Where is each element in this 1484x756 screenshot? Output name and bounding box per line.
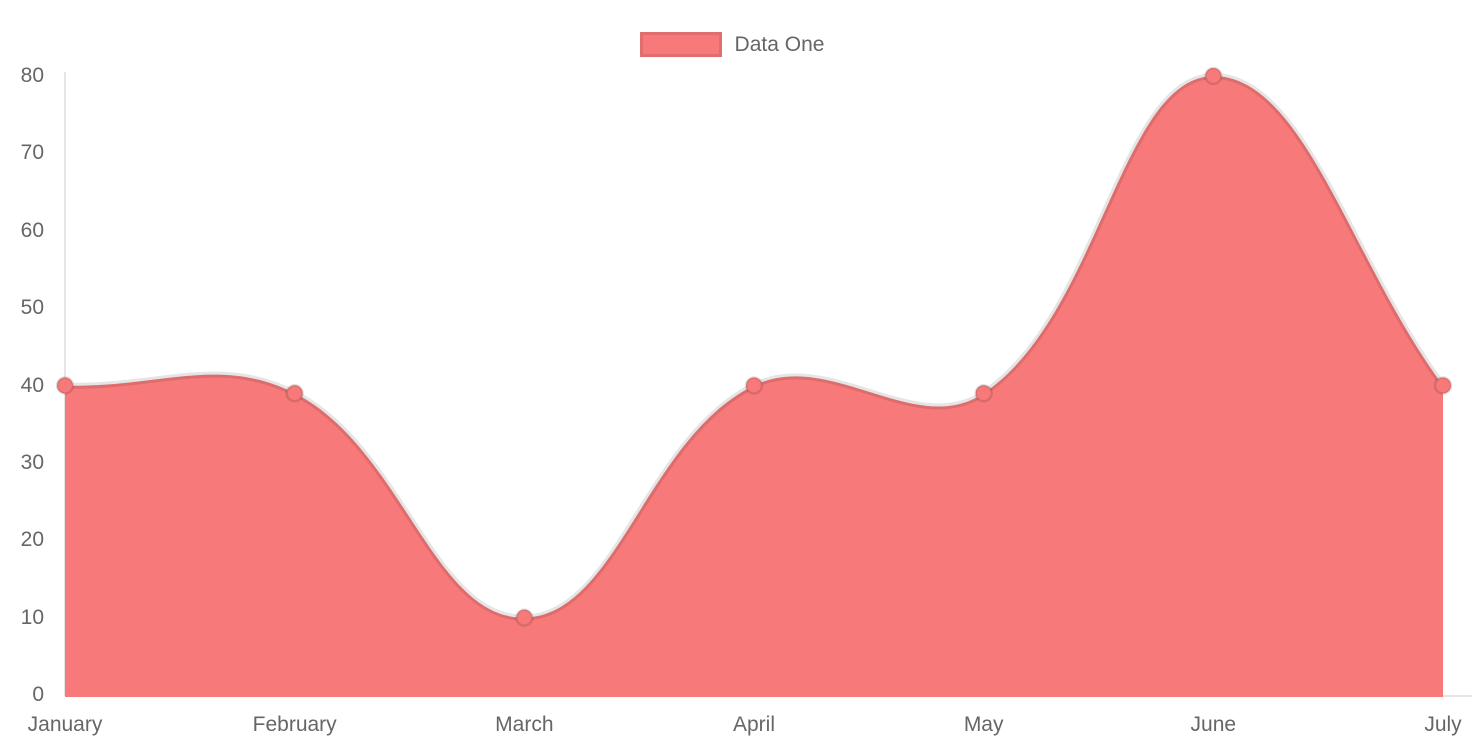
y-tick-label: 0 bbox=[32, 683, 44, 706]
data-point-march[interactable] bbox=[515, 608, 534, 627]
legend-label: Data One bbox=[734, 32, 825, 56]
y-tick-label: 80 bbox=[20, 64, 44, 87]
data-point-january[interactable] bbox=[55, 376, 75, 395]
data-point-april[interactable] bbox=[744, 376, 764, 395]
data-point-june[interactable] bbox=[1204, 66, 1223, 86]
y-tick-label: 10 bbox=[20, 605, 44, 629]
legend-item-data-one[interactable]: Data One bbox=[639, 32, 825, 57]
data-point-february[interactable] bbox=[285, 383, 304, 403]
y-tick-label: 70 bbox=[20, 141, 44, 165]
y-tick-label: 60 bbox=[20, 218, 44, 242]
legend-swatch bbox=[639, 32, 722, 57]
y-tick-label: 50 bbox=[20, 296, 44, 320]
chart-legend: Data One bbox=[0, 32, 1474, 57]
y-tick-label: 40 bbox=[20, 373, 44, 397]
y-tick-label: 20 bbox=[20, 528, 44, 552]
data-point-july[interactable] bbox=[1433, 376, 1453, 395]
data-point-may[interactable] bbox=[974, 383, 993, 403]
y-tick-label: 30 bbox=[20, 450, 44, 474]
